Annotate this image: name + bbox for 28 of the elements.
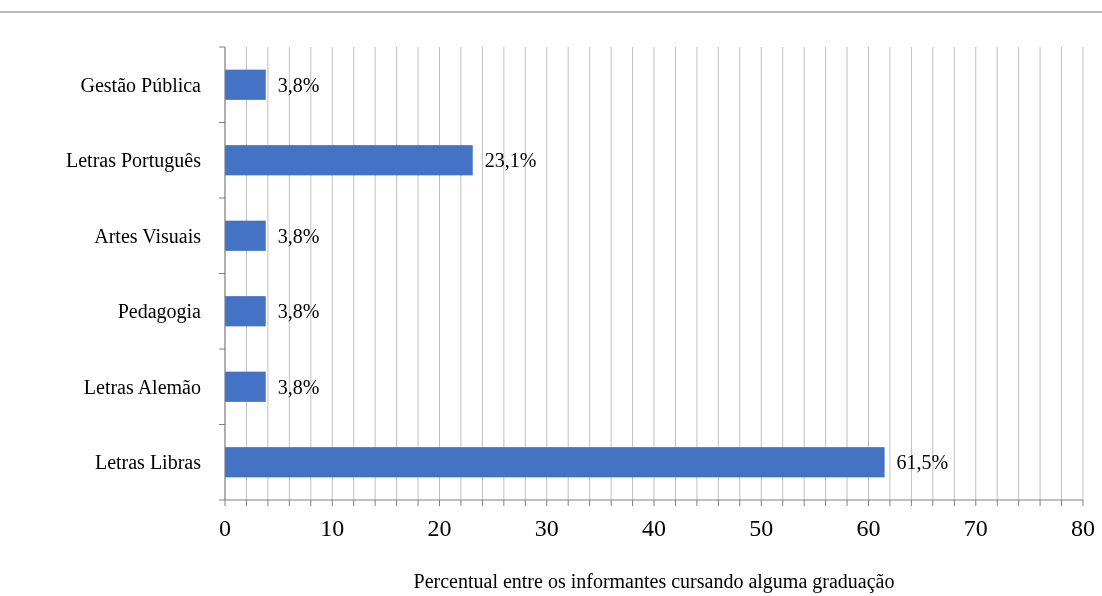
data-label: 3,8% <box>277 300 320 323</box>
x-tick-label: 40 <box>642 515 666 541</box>
y-tick-label: Pedagogia <box>117 300 202 324</box>
y-tick-label: Letras Alemão <box>83 375 201 398</box>
data-label: 61,5% <box>896 451 949 474</box>
data-label: 3,8% <box>277 73 320 96</box>
x-tick-label: 20 <box>427 515 452 541</box>
y-tick-label: Artes Visuais <box>94 224 202 247</box>
x-axis-title: Percentual entre os informantes cursando alguma graduação <box>413 570 895 593</box>
bar <box>225 69 266 100</box>
bar <box>225 371 266 402</box>
bar <box>225 447 885 478</box>
x-tick-label: 80 <box>1071 515 1095 541</box>
y-tick-label: Letras Libras <box>94 451 202 474</box>
data-label: 23,1% <box>484 149 537 172</box>
x-tick-label: 70 <box>963 515 988 541</box>
data-label: 3,8% <box>277 375 320 398</box>
x-tick-label: 0 <box>219 515 231 541</box>
data-label: 3,8% <box>277 224 320 247</box>
y-tick-label: Gestão Pública <box>80 73 202 96</box>
x-tick-label: 60 <box>856 515 881 541</box>
bar <box>225 220 266 251</box>
y-tick-label: Letras Português <box>66 149 202 173</box>
bar <box>225 145 473 176</box>
bar <box>225 296 266 327</box>
x-tick-label: 10 <box>320 515 345 541</box>
x-tick-label: 30 <box>534 515 559 541</box>
x-tick-label: 50 <box>749 515 774 541</box>
